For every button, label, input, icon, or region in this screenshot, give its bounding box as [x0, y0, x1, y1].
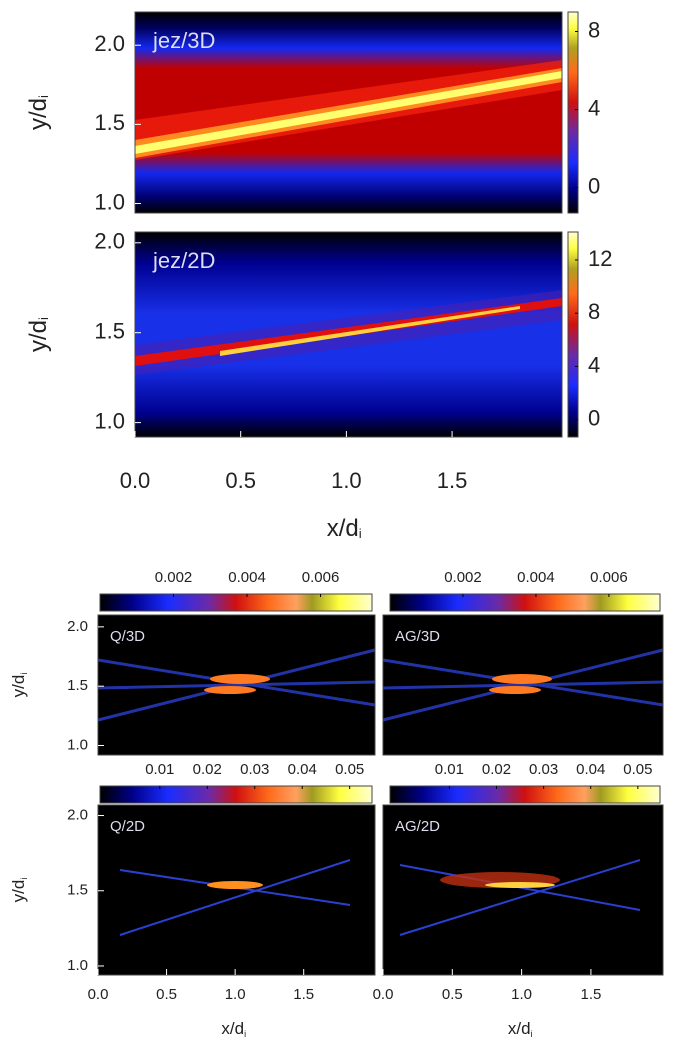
x-tick-label: 0.5 — [442, 986, 463, 1003]
heatmap-image — [97, 615, 664, 975]
colorbar-tick-label: 0 — [588, 173, 600, 198]
x-axis-label: x/di — [508, 1019, 533, 1039]
label-sub: i — [36, 317, 51, 320]
x-tick-label: 0.5 — [156, 986, 177, 1003]
colorbar-tick-label: 0.002 — [444, 569, 482, 586]
label-main: x/d — [508, 1019, 531, 1038]
x-tick-label: 1.0 — [225, 986, 246, 1003]
colorbar-tick-label: 0.05 — [335, 761, 364, 778]
y-axis-label: y/di — [25, 317, 52, 352]
colorbar-tick-label: 0.002 — [155, 569, 193, 586]
y-tick-label: 1.0 — [67, 957, 88, 974]
y-tick-label: 1.0 — [94, 408, 125, 433]
y-tick-label: 2.0 — [67, 618, 88, 635]
panel-label: Q/3D — [110, 628, 145, 645]
colorbar-tick-label: 4 — [588, 95, 600, 120]
colorbar-tick-label: 0.004 — [228, 569, 266, 586]
label-main: x/d — [327, 515, 359, 542]
colorbar — [99, 785, 373, 804]
colorbar-tick-label: 0.03 — [529, 761, 558, 778]
colorbar-tick-label: 0.006 — [590, 569, 628, 586]
y-tick-label: 1.0 — [94, 189, 125, 214]
panel-label: Q/2D — [110, 818, 145, 835]
label-sub: i — [244, 1029, 246, 1039]
panel-label: AG/2D — [395, 818, 440, 835]
label-main: y/d — [25, 98, 52, 130]
x-tick-label: 1.5 — [437, 468, 468, 493]
colorbar — [389, 593, 661, 612]
label-sub: i — [531, 1029, 533, 1039]
colorbar-tick-label: 12 — [588, 246, 612, 271]
x-tick-label: 1.0 — [331, 468, 362, 493]
colorbar-tick-label: 0.02 — [482, 761, 511, 778]
plot-frame — [134, 11, 563, 214]
x-tick-label: 1.5 — [293, 986, 314, 1003]
y-axis-label: y/di — [9, 878, 29, 903]
label-main: y/d — [9, 675, 28, 698]
y-tick-label: 2.0 — [94, 31, 125, 56]
colorbar-tick-label: 0.03 — [240, 761, 269, 778]
colorbar — [567, 231, 579, 438]
x-axis-label: x/di — [221, 1019, 246, 1039]
heatmap-image — [135, 12, 562, 213]
x-tick-label: 0.0 — [88, 986, 109, 1003]
colorbar-tick-label: 0.04 — [576, 761, 605, 778]
colorbar-tick-label: 0.04 — [288, 761, 317, 778]
x-tick-label: 0.0 — [373, 986, 394, 1003]
x-tick-label: 1.0 — [511, 986, 532, 1003]
colorbar-tick-label: 0 — [588, 406, 600, 431]
colorbar — [389, 785, 661, 804]
y-tick-label: 1.0 — [67, 736, 88, 753]
panel-label: jez/2D — [152, 248, 215, 273]
colorbar-tick-label: 8 — [588, 299, 600, 324]
y-tick-label: 1.5 — [67, 882, 88, 899]
colorbar-tick-label: 0.01 — [435, 761, 464, 778]
colorbar-tick-label: 0.004 — [517, 569, 555, 586]
label-main: y/d — [9, 880, 28, 903]
plot-frame — [97, 614, 376, 756]
label-sub: i — [359, 526, 362, 541]
colorbar — [99, 593, 373, 612]
colorbar-tick-label: 0.05 — [623, 761, 652, 778]
colorbar-tick-label: 8 — [588, 17, 600, 42]
plot-frame — [97, 804, 376, 976]
colorbar-tick-label: 4 — [588, 352, 600, 377]
colorbar-tick-label: 0.006 — [302, 569, 340, 586]
y-tick-label: 2.0 — [94, 229, 125, 254]
plot-frame — [134, 231, 563, 438]
y-tick-label: 2.0 — [67, 806, 88, 823]
panel-label: AG/3D — [395, 628, 440, 645]
y-axis-label: y/di — [9, 673, 29, 698]
colorbar-tick-label: 0.01 — [145, 761, 174, 778]
colorbar-tick-label: 0.02 — [193, 761, 222, 778]
label-main: y/d — [25, 320, 52, 352]
label-sub: i — [19, 673, 29, 675]
y-tick-label: 1.5 — [94, 319, 125, 344]
plot-frame — [382, 614, 664, 756]
colorbar — [567, 11, 579, 214]
y-axis-label: y/di — [25, 95, 52, 130]
label-main: x/d — [221, 1019, 244, 1038]
y-tick-label: 1.5 — [94, 110, 125, 135]
x-tick-label: 0.0 — [120, 468, 151, 493]
plot-frame — [382, 804, 664, 976]
x-axis-label: x/di — [327, 515, 362, 542]
x-tick-label: 0.5 — [225, 468, 256, 493]
y-tick-label: 1.5 — [67, 677, 88, 694]
panel-label: jez/3D — [152, 28, 215, 53]
heatmap-image — [135, 232, 562, 437]
x-tick-label: 1.5 — [580, 986, 601, 1003]
label-sub: i — [19, 878, 29, 880]
label-sub: i — [36, 95, 51, 98]
